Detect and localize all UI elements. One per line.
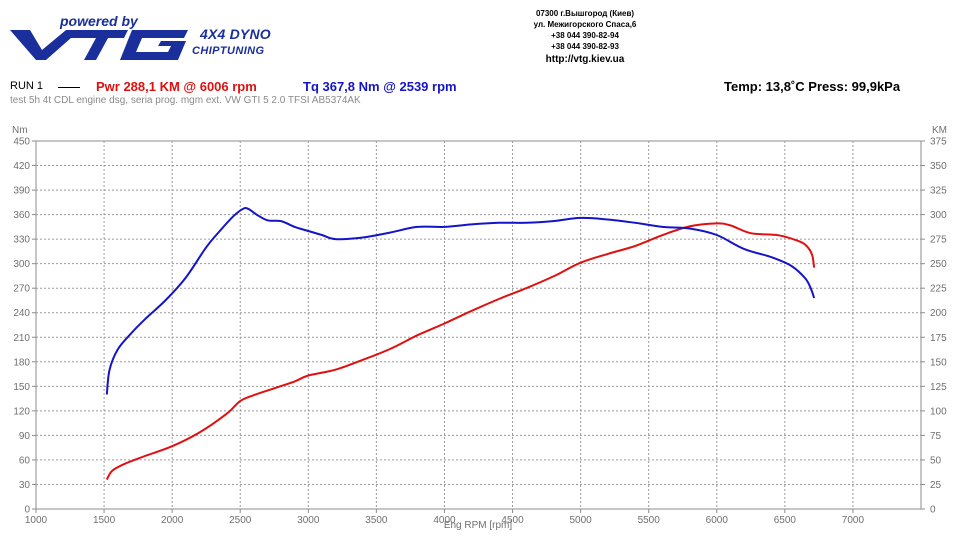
y-tick-label-left: 180 bbox=[13, 357, 30, 368]
power-summary: Pwr 288,1 KM @ 6006 rpm bbox=[96, 79, 257, 94]
x-tick-label: 6500 bbox=[774, 515, 797, 526]
y-tick-label-left: 210 bbox=[13, 333, 30, 344]
plot-area bbox=[35, 140, 922, 510]
x-tick-label: 2000 bbox=[161, 515, 184, 526]
x-tick-label: 3000 bbox=[297, 515, 320, 526]
vtg-logo: powered by bbox=[8, 10, 198, 65]
y-tick-label-left: 420 bbox=[13, 161, 30, 172]
address-line-2: ул. Межигорского Спаса,6 bbox=[533, 20, 637, 29]
y-tick-label-right: 325 bbox=[930, 186, 947, 197]
x-tick-label: 3500 bbox=[365, 515, 388, 526]
brand-title: 4X4 DYNO bbox=[200, 26, 271, 42]
y-tick-label-right: 75 bbox=[930, 431, 942, 442]
x-axis-label: Eng RPM [rpm] bbox=[444, 520, 513, 531]
phone-1: +38 044 390-82-94 bbox=[551, 31, 619, 40]
dyno-chart: 0 30 60 90 120 150 180 210 240 270 300 330 360 390 420… bbox=[12, 125, 947, 531]
y-tick-label-left: 240 bbox=[13, 308, 30, 319]
y-tick-label-left: 90 bbox=[19, 431, 31, 442]
y-tick-label-right: 300 bbox=[930, 210, 947, 221]
x-tick-label: 4000 bbox=[433, 515, 456, 526]
website-link[interactable]: http://vtg.kiev.ua bbox=[545, 54, 625, 65]
y-tick-label-right: 125 bbox=[930, 382, 947, 393]
y-tick-label-left: 450 bbox=[13, 137, 30, 148]
phone-2: +38 044 390-82-93 bbox=[551, 42, 619, 51]
y-tick-label-right: 150 bbox=[930, 357, 947, 368]
svg-text:powered by: powered by bbox=[59, 13, 139, 29]
tick-labels: 0 30 60 90 120 150 180 210 240 270 300 330 360 390 420… bbox=[13, 137, 947, 527]
y-tick-label-right: 200 bbox=[930, 308, 947, 319]
y-tick-label-left: 330 bbox=[13, 235, 30, 246]
y-tick-label-left: 270 bbox=[13, 284, 30, 295]
y-tick-label-right: 250 bbox=[930, 259, 947, 270]
y-tick-label-left: 120 bbox=[13, 406, 30, 417]
y-axis-right-label: KM bbox=[932, 125, 947, 136]
y-tick-label-left: 0 bbox=[24, 505, 30, 516]
run-summary: RUN 1 Pwr 288,1 KM @ 6006 rpm Tq 367,8 N… bbox=[10, 79, 950, 95]
y-axis-left-label: Nm bbox=[12, 125, 28, 136]
y-tick-label-right: 50 bbox=[930, 455, 942, 466]
y-tick-label-left: 30 bbox=[19, 480, 31, 491]
power-curve bbox=[105, 222, 816, 481]
y-tick-label-right: 350 bbox=[930, 161, 947, 172]
grid bbox=[32, 140, 925, 513]
brand-subtitle: CHIPTUNING bbox=[192, 45, 265, 57]
y-tick-label-right: 275 bbox=[930, 235, 947, 246]
series-group bbox=[105, 207, 816, 481]
run-legend-line bbox=[58, 87, 80, 88]
y-tick-label-right: 375 bbox=[930, 137, 947, 148]
x-tick-label: 1000 bbox=[25, 515, 48, 526]
x-tick-label: 5000 bbox=[569, 515, 592, 526]
x-tick-label: 1500 bbox=[93, 515, 116, 526]
torque-curve bbox=[105, 207, 816, 395]
x-tick-label: 5500 bbox=[638, 515, 661, 526]
x-tick-label: 4500 bbox=[501, 515, 524, 526]
y-tick-label-left: 150 bbox=[13, 382, 30, 393]
y-tick-label-right: 25 bbox=[930, 480, 942, 491]
y-tick-label-right: 175 bbox=[930, 333, 947, 344]
y-tick-label-right: 225 bbox=[930, 284, 947, 295]
address-block: 07300 г.Вышгород (Киев) ул. Межигорского… bbox=[480, 8, 690, 65]
run-label: RUN 1 bbox=[10, 80, 44, 92]
y-tick-label-left: 300 bbox=[13, 259, 30, 270]
y-tick-label-right: 100 bbox=[930, 406, 947, 417]
y-tick-label-left: 390 bbox=[13, 186, 30, 197]
run-description: test 5h 4t CDL engine dsg, seria prog. m… bbox=[10, 95, 361, 106]
address-line-1: 07300 г.Вышгород (Киев) bbox=[535, 9, 635, 18]
x-tick-label: 7000 bbox=[842, 515, 865, 526]
y-tick-label-right: 0 bbox=[930, 505, 936, 516]
conditions-summary: Temp: 13,8˚C Press: 99,9kPa bbox=[724, 79, 901, 94]
x-tick-label: 2500 bbox=[229, 515, 252, 526]
vtg-logo-graphic: powered by bbox=[10, 13, 188, 60]
y-tick-label-left: 60 bbox=[19, 455, 31, 466]
y-tick-label-left: 360 bbox=[13, 210, 30, 221]
x-tick-label: 6000 bbox=[706, 515, 729, 526]
torque-summary: Tq 367,8 Nm @ 2539 rpm bbox=[303, 79, 457, 94]
